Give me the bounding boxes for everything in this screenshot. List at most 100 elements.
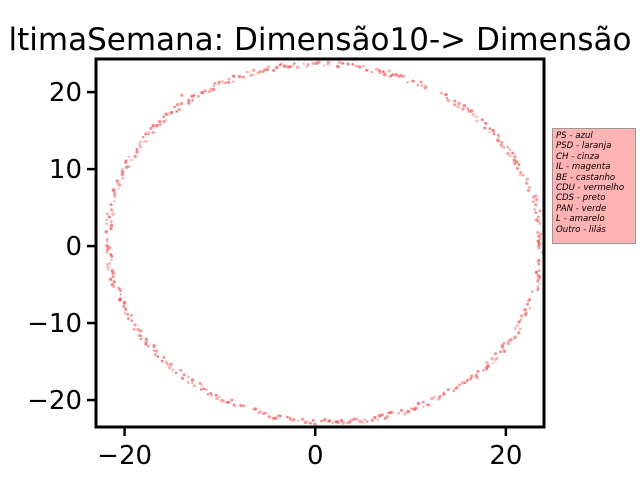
- scatter-point: [524, 181, 529, 185]
- scatter-point: [365, 420, 369, 423]
- scatter-point: [289, 418, 293, 422]
- scatter-point: [249, 73, 253, 77]
- scatter-point: [537, 262, 541, 266]
- scatter-point: [144, 342, 148, 346]
- scatter-point: [288, 416, 292, 420]
- scatter-point: [133, 154, 137, 159]
- scatter-point: [258, 410, 263, 414]
- scatter-point: [534, 270, 539, 275]
- scatter-point: [282, 64, 287, 68]
- scatter-point: [374, 67, 379, 72]
- scatter-point: [485, 361, 489, 365]
- scatter-point: [107, 215, 111, 219]
- scatter-point: [534, 194, 538, 198]
- x-tick-label: 20: [489, 441, 522, 471]
- scatter-point: [483, 126, 487, 130]
- scatter-point: [515, 324, 519, 328]
- scatter-point: [171, 368, 175, 372]
- y-axis: −20 −10 0 10 20: [27, 78, 96, 416]
- scatter-point: [108, 277, 113, 281]
- scatter-point: [494, 352, 497, 356]
- scatter-point: [123, 301, 126, 305]
- scatter-point: [139, 337, 143, 341]
- scatter-point: [475, 119, 479, 123]
- scatter-point: [232, 74, 236, 78]
- scatter-point: [139, 145, 143, 149]
- legend-entry: CDS - preto: [556, 193, 606, 204]
- scatter-point: [411, 79, 415, 83]
- scatter-point: [237, 74, 242, 79]
- scatter-point: [306, 62, 310, 67]
- scatter-point: [144, 337, 148, 341]
- scatter-point: [355, 417, 359, 421]
- scatter-point: [521, 173, 525, 177]
- scatter-point: [466, 378, 470, 381]
- scatter-point: [532, 195, 535, 199]
- scatter-point: [536, 215, 540, 219]
- scatter-point: [200, 384, 204, 387]
- scatter-point: [124, 160, 128, 164]
- scatter-point: [133, 323, 137, 327]
- scatter-point: [257, 411, 260, 415]
- y-tick-label: 0: [65, 232, 82, 262]
- scatter-point: [513, 335, 517, 339]
- scatter-point: [120, 173, 124, 177]
- scatter-point: [130, 319, 134, 323]
- scatter-point: [174, 371, 178, 375]
- scatter-point: [232, 403, 236, 406]
- scatter-point: [266, 65, 271, 69]
- scatter-point: [309, 421, 312, 425]
- scatter-point: [305, 420, 309, 424]
- scatter-point: [536, 274, 541, 278]
- scatter-point: [389, 74, 393, 78]
- scatter-point: [457, 101, 461, 106]
- scatter-point: [217, 80, 221, 84]
- scatter-point: [212, 84, 216, 88]
- scatter-point: [144, 132, 148, 136]
- scatter-point: [406, 81, 409, 84]
- scatter-point: [491, 361, 495, 365]
- scatter-point: [354, 64, 358, 68]
- scatter-point: [537, 277, 541, 281]
- scatter-point: [220, 398, 224, 403]
- scatter-point: [221, 80, 225, 84]
- scatter-point: [105, 244, 109, 248]
- scatter-point: [135, 150, 139, 154]
- scatter-point: [222, 399, 226, 403]
- legend-entry: IL - magenta: [556, 162, 611, 173]
- scatter-point: [227, 400, 231, 404]
- scatter-point: [268, 415, 272, 419]
- scatter-point: [264, 411, 268, 415]
- scatter-point: [274, 416, 278, 420]
- scatter-point: [205, 388, 208, 392]
- scatter-point: [110, 208, 114, 212]
- scatter-point: [362, 65, 365, 68]
- scatter-point: [534, 211, 538, 215]
- scatter-point: [502, 145, 506, 149]
- scatter-point: [112, 285, 115, 288]
- scatter-point: [499, 143, 504, 148]
- scatter-point: [224, 81, 227, 85]
- scatter-point: [490, 357, 494, 361]
- scatter-point: [152, 349, 156, 352]
- scatter-point: [292, 418, 296, 422]
- scatter-point: [199, 388, 203, 391]
- scatter-point: [488, 131, 491, 134]
- scatter-point: [105, 222, 108, 226]
- scatter-point: [279, 414, 282, 418]
- scatter-point: [517, 320, 521, 324]
- scatter-point: [437, 397, 441, 401]
- scatter-point: [216, 82, 220, 86]
- scatter-point: [474, 115, 478, 119]
- scatter-point: [341, 61, 345, 65]
- scatter-point: [456, 105, 460, 109]
- scatter-point: [138, 140, 142, 144]
- scatter-point: [139, 334, 143, 338]
- scatter-point: [506, 145, 510, 149]
- scatter-point: [305, 65, 309, 68]
- scatter-point: [165, 119, 168, 122]
- scatter-point: [496, 133, 500, 137]
- scatter-point: [331, 421, 335, 424]
- scatter-point: [254, 407, 258, 411]
- scatter-point: [414, 406, 419, 410]
